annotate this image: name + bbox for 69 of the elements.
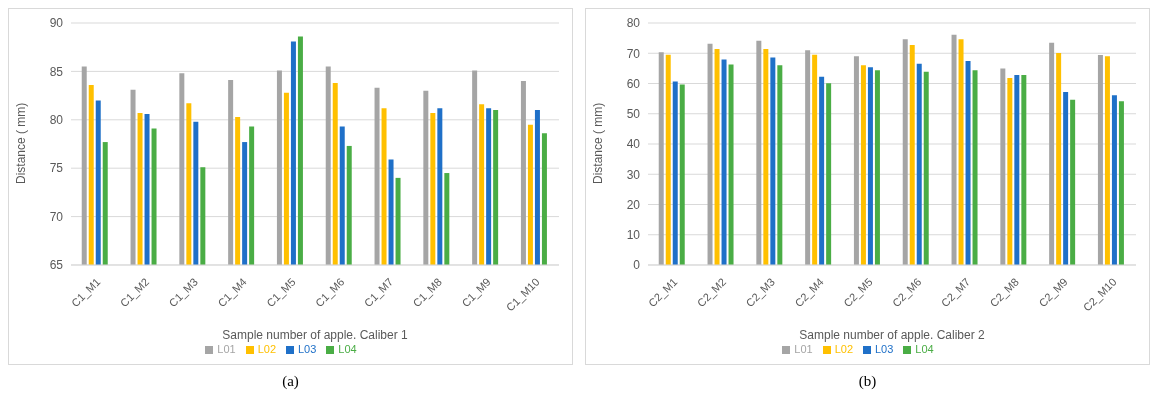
legend-label: L04: [338, 343, 357, 355]
bar: [672, 81, 678, 265]
bar: [707, 43, 713, 265]
bar: [874, 70, 880, 265]
bar: [1070, 99, 1076, 265]
bar: [916, 63, 922, 265]
y-tick-label: 60: [626, 76, 641, 91]
legend-label: L02: [257, 343, 276, 355]
text: (a): [281, 373, 300, 390]
legend-label: L01: [217, 343, 236, 355]
bar: [1000, 68, 1006, 265]
bar: [756, 40, 762, 265]
y-tick-label: 40: [626, 137, 641, 152]
y-tick-label: 30: [626, 167, 641, 182]
bar: [1097, 55, 1103, 265]
y-tick-label: 70: [49, 209, 64, 224]
bar: [665, 54, 671, 265]
y-tick-label: 90: [49, 16, 64, 31]
bar: [909, 45, 915, 265]
bar: [958, 39, 964, 265]
y-axis-title: Distance ( mm): [591, 102, 606, 184]
bar: [658, 52, 664, 265]
legend-label: L02: [834, 343, 853, 355]
y-tick-label: 10: [626, 228, 641, 243]
y-tick-label: 65: [49, 258, 64, 273]
bar: [1021, 75, 1027, 265]
legend-label: L01: [794, 343, 813, 355]
bar: [714, 49, 720, 265]
legend-label: L04: [915, 343, 934, 355]
bar: [770, 57, 776, 265]
legend-label: L03: [298, 343, 317, 355]
bar: [826, 83, 832, 265]
bar: [777, 65, 783, 265]
bar: [805, 50, 811, 265]
y-tick-label: 70: [626, 46, 641, 61]
bar: [1118, 101, 1124, 265]
bar: [819, 76, 825, 265]
y-tick-label: 85: [49, 64, 64, 79]
y-tick-label: 80: [49, 113, 64, 128]
bar: [923, 71, 929, 265]
bar: [965, 61, 971, 265]
bar: [1049, 42, 1055, 265]
y-tick-label: 75: [49, 161, 64, 176]
bar: [812, 54, 818, 265]
x-axis-title: Sample number of apple. Caliber 1: [222, 328, 409, 342]
y-tick-label: 80: [626, 16, 641, 31]
bar: [860, 65, 866, 265]
text: (b): [857, 373, 878, 390]
y-tick-label: 50: [626, 107, 641, 122]
bar: [951, 34, 957, 265]
legend-label: L03: [875, 343, 894, 355]
bar: [1104, 56, 1110, 265]
y-tick-label: 0: [633, 258, 641, 273]
x-axis-title: Sample number of apple. Caliber 2: [799, 328, 986, 342]
bar: [1056, 52, 1062, 265]
bar: [1007, 78, 1013, 265]
bar: [728, 64, 734, 265]
bar: [763, 49, 769, 265]
bar: [1014, 75, 1020, 265]
bar: [902, 39, 908, 265]
bar: [867, 67, 873, 265]
bar: [972, 70, 978, 265]
bar: [1063, 91, 1069, 265]
bar: [721, 59, 727, 265]
y-axis-title: Distance ( mm): [14, 102, 29, 184]
y-tick-label: 20: [626, 197, 641, 212]
bar: [853, 56, 859, 265]
bar: [1111, 95, 1117, 265]
bar: [679, 84, 685, 265]
